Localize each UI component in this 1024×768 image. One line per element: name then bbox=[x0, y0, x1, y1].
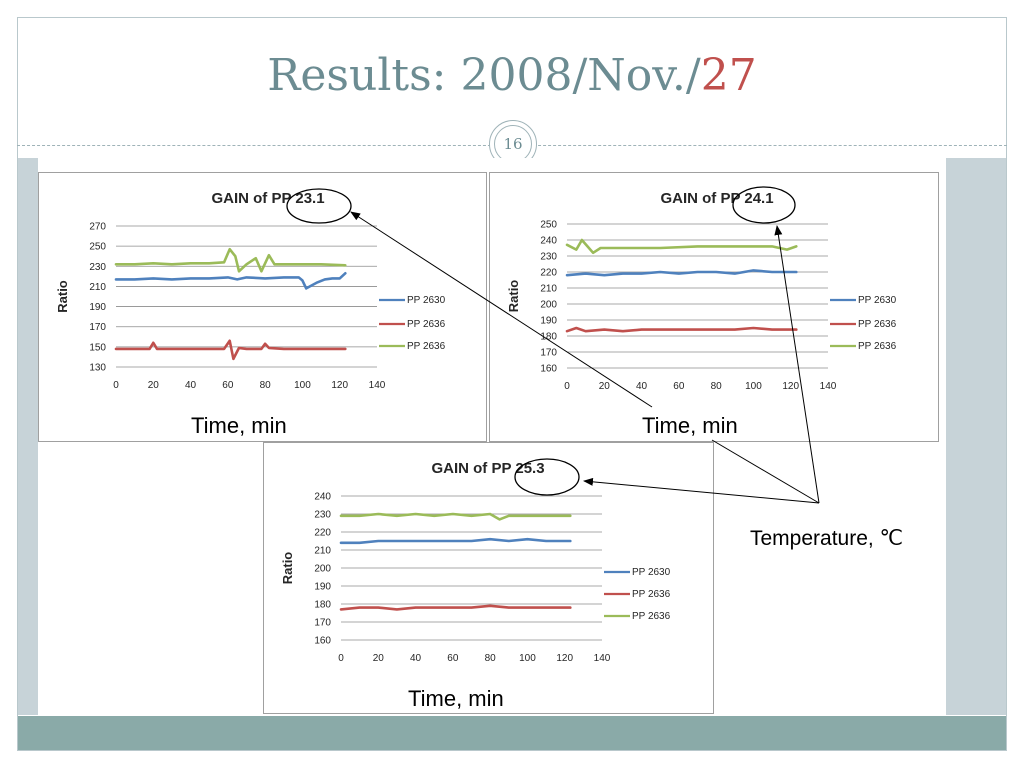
chart-gain-pp-24-1: GAIN of PP 24.1 160 170 180 190 200 210 220 230 2… bbox=[489, 172, 939, 442]
y-tick-label: 180 bbox=[540, 332, 557, 343]
y-axis-label: Ratio bbox=[55, 280, 70, 313]
y-tick-label: 210 bbox=[314, 546, 331, 557]
y-tick-label: 150 bbox=[89, 342, 106, 353]
y-tick-label: 160 bbox=[540, 364, 557, 375]
chart-gain-pp-25-3: GAIN of PP 25.3 160 170 180 190 200 210 220 230 2… bbox=[263, 442, 714, 714]
y-tick-label: 250 bbox=[89, 242, 106, 253]
y-tick-label: 230 bbox=[540, 252, 557, 263]
chart-title: GAIN of PP 23.1 bbox=[211, 190, 324, 207]
legend-label: PP 2630 bbox=[407, 295, 446, 306]
y-tick-label: 230 bbox=[89, 262, 106, 273]
footer-bar bbox=[18, 716, 1006, 750]
x-tick-label: 60 bbox=[222, 380, 234, 391]
series-line bbox=[114, 247, 347, 273]
x-tick-label: 100 bbox=[745, 381, 762, 392]
slide-title: Results: 2008/Nov./27 bbox=[0, 50, 1024, 101]
y-tick-label: 240 bbox=[540, 236, 557, 247]
y-tick-label: 230 bbox=[314, 510, 331, 521]
title-accent: 27 bbox=[700, 50, 757, 101]
x-tick-label: 140 bbox=[369, 380, 386, 391]
y-tick-label: 210 bbox=[540, 284, 557, 295]
y-tick-label: 270 bbox=[89, 222, 106, 233]
temperature-label: Temperature, ℃ bbox=[750, 527, 904, 550]
y-tick-label: 160 bbox=[314, 636, 331, 647]
y-tick-label: 130 bbox=[89, 363, 106, 374]
x-tick-label: 120 bbox=[782, 381, 799, 392]
x-tick-label: 120 bbox=[556, 653, 573, 664]
y-axis-label: Ratio bbox=[280, 552, 295, 585]
legend-label: PP 2636 bbox=[858, 341, 897, 352]
legend-label: PP 2630 bbox=[858, 295, 897, 306]
y-tick-label: 170 bbox=[540, 348, 557, 359]
chart-svg: GAIN of PP 23.1 130 150 170 190 210 230 250 270 0… bbox=[55, 190, 446, 391]
x-tick-label: 100 bbox=[294, 380, 311, 391]
x-tick-label: 20 bbox=[599, 381, 611, 392]
x-tick-label: 40 bbox=[636, 381, 648, 392]
series-line bbox=[114, 272, 347, 290]
chart-svg: GAIN of PP 25.31601701801902002102202302… bbox=[280, 460, 671, 664]
chart-svg: GAIN of PP 24.11601701801902002102202302… bbox=[506, 190, 897, 392]
x-axis-label: Time, min bbox=[406, 686, 506, 712]
x-tick-label: 80 bbox=[485, 653, 497, 664]
x-tick-label: 60 bbox=[673, 381, 685, 392]
y-tick-label: 190 bbox=[540, 316, 557, 327]
series-line bbox=[339, 512, 572, 521]
legend-label: PP 2630 bbox=[632, 567, 671, 578]
x-tick-label: 60 bbox=[447, 653, 459, 664]
x-tick-label: 80 bbox=[260, 380, 272, 391]
x-axis-label: Time, min bbox=[189, 413, 289, 439]
x-tick-label: 0 bbox=[564, 381, 570, 392]
legend-label: PP 2636 bbox=[858, 319, 897, 330]
y-tick-label: 210 bbox=[89, 282, 106, 293]
x-tick-label: 40 bbox=[185, 380, 197, 391]
y-tick-label: 200 bbox=[540, 300, 557, 311]
y-tick-label: 170 bbox=[314, 618, 331, 629]
x-tick-label: 0 bbox=[338, 653, 344, 664]
y-tick-label: 220 bbox=[314, 528, 331, 539]
title-main: Results: 2008/Nov./ bbox=[267, 50, 701, 101]
y-tick-label: 190 bbox=[89, 302, 106, 313]
y-tick-label: 190 bbox=[314, 582, 331, 593]
x-tick-label: 120 bbox=[331, 380, 348, 391]
x-tick-label: 40 bbox=[410, 653, 422, 664]
x-tick-label: 0 bbox=[113, 380, 119, 391]
x-tick-label: 140 bbox=[820, 381, 837, 392]
chart-title: GAIN of PP 25.3 bbox=[431, 460, 544, 477]
x-tick-label: 80 bbox=[711, 381, 723, 392]
legend-label: PP 2636 bbox=[632, 589, 671, 600]
x-tick-label: 20 bbox=[148, 380, 160, 391]
y-tick-label: 170 bbox=[89, 322, 106, 333]
series-line bbox=[114, 339, 347, 361]
chart-gain-pp-23-1: GAIN of PP 23.1 130 150 170 190 210 230 250 270 0… bbox=[38, 172, 487, 442]
legend-label: PP 2636 bbox=[407, 319, 446, 330]
y-tick-label: 250 bbox=[540, 220, 557, 231]
x-tick-label: 100 bbox=[519, 653, 536, 664]
y-tick-label: 240 bbox=[314, 492, 331, 503]
y-tick-label: 220 bbox=[540, 268, 557, 279]
series-line bbox=[565, 269, 798, 277]
series-line bbox=[339, 604, 572, 611]
chart-title: GAIN of PP 24.1 bbox=[660, 190, 773, 207]
legend-label: PP 2636 bbox=[407, 341, 446, 352]
series-line bbox=[565, 326, 798, 333]
y-tick-label: 180 bbox=[314, 600, 331, 611]
y-tick-label: 200 bbox=[314, 564, 331, 575]
y-axis-label: Ratio bbox=[506, 280, 521, 313]
x-axis-label: Time, min bbox=[640, 413, 740, 439]
legend-label: PP 2636 bbox=[632, 611, 671, 622]
series-line bbox=[565, 238, 798, 255]
series-line bbox=[339, 537, 572, 545]
x-tick-label: 20 bbox=[373, 653, 385, 664]
x-tick-label: 140 bbox=[594, 653, 611, 664]
